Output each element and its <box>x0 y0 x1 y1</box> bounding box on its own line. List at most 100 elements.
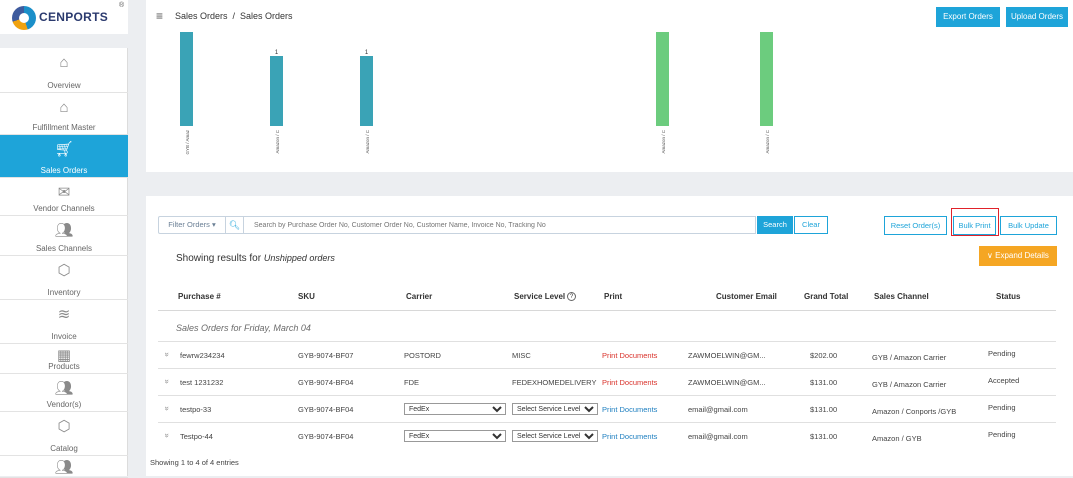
print-documents-link[interactable]: Print Documents <box>602 351 658 360</box>
service-level-select[interactable]: Select Service Level <box>512 403 598 415</box>
chart-category-label: Amazon / C <box>275 129 280 153</box>
results-filter: Unshipped orders <box>263 253 335 263</box>
expand-row-chevron-icon[interactable]: » <box>162 379 172 384</box>
sidebar-item-products[interactable]: ▦ Products <box>0 344 128 374</box>
chart-bar[interactable] <box>656 32 669 126</box>
status-badge: Pending <box>988 403 1016 412</box>
cart-icon: 🛒︎ <box>54 141 74 158</box>
hamburger-menu-icon[interactable]: ≡ <box>156 9 164 23</box>
grand-total: $202.00 <box>810 351 838 360</box>
chart-bar[interactable] <box>270 56 283 126</box>
bulk-print-highlight <box>951 208 999 236</box>
table-header-divider <box>158 310 1056 311</box>
customer-email: email@gmail.com <box>688 432 748 441</box>
export-orders-button[interactable]: Export Orders <box>936 7 1000 27</box>
chart-category-label: GYB / Amaz <box>185 129 190 154</box>
sidebar-item-invoice[interactable]: ≋ Invoice <box>0 300 128 344</box>
bulk-print-button[interactable]: Bulk Print <box>953 216 996 235</box>
sidebar: CENPORTS ® ⌂ Overview ⌂ Fulfillment Master 🛒… <box>0 0 128 478</box>
service-level-select[interactable]: Select Service Level <box>512 430 598 442</box>
carrier-select[interactable]: FedEx <box>404 430 506 442</box>
column-header[interactable]: Grand Total <box>804 292 849 301</box>
customer-email: ZAWMOELWIN@GM... <box>688 351 766 360</box>
box-icon: ⬡ <box>57 418 71 435</box>
expand-row-chevron-icon[interactable]: » <box>162 406 172 411</box>
sidebar-item-label: Vendor(s) <box>46 400 82 409</box>
sales-channel: Amazon / GYB <box>872 434 922 443</box>
status-badge: Accepted <box>988 376 1020 385</box>
sidebar-item-label: Overview <box>47 81 81 90</box>
column-header[interactable]: Carrier <box>406 292 433 301</box>
column-header[interactable]: Purchase # <box>178 292 221 301</box>
customer-email: ZAWMOELWIN@GM... <box>688 378 766 387</box>
inbox-icon: ✉ <box>57 184 71 201</box>
sidebar-item-fulfillment-master[interactable]: ⌂ Fulfillment Master <box>0 93 128 135</box>
sidebar-item-sales-orders[interactable]: 🛒︎ Sales Orders <box>0 135 128 178</box>
print-documents-link[interactable]: Print Documents <box>602 378 658 387</box>
breadcrumb: Sales Orders / Sales Orders <box>175 11 293 21</box>
layers-icon: ≋ <box>57 306 71 323</box>
sidebar-item-inventory[interactable]: ⬡ Inventory <box>0 256 128 300</box>
table-row[interactable]: » Testpo-44 GYB-9074-BF04 FedEx Select Servi… <box>158 422 1056 449</box>
sidebar-item-label: Inventory <box>47 288 81 297</box>
box-icon: ⬡ <box>57 262 71 279</box>
users-icon: 👥︎ <box>54 222 74 239</box>
clear-button[interactable]: Clear <box>794 216 828 234</box>
carrier: POSTORD <box>404 351 441 360</box>
chart-bar[interactable] <box>760 32 773 126</box>
customer-email: email@gmail.com <box>688 405 748 414</box>
sidebar-item-label: Fulfillment Master <box>32 123 96 132</box>
home-icon: ⌂ <box>59 99 69 116</box>
search-button[interactable]: Search <box>757 216 793 234</box>
status-badge: Pending <box>988 430 1016 439</box>
logo-mark-icon <box>12 6 36 30</box>
chart-bar[interactable] <box>180 32 193 126</box>
chart-category-label: Amazon / C <box>765 129 770 153</box>
grid-icon: ▦ <box>56 347 72 364</box>
orders-chart-svg: GYB / Amaz 1 Amazon / C 1 Amazon / C Amazon /… <box>180 32 773 155</box>
help-icon[interactable]: ? <box>567 292 576 301</box>
column-header[interactable]: Sales Channel <box>874 292 929 301</box>
sidebar-item-label: Products <box>48 362 80 371</box>
column-header[interactable]: SKU <box>298 292 315 301</box>
expand-details-button[interactable]: ∨ Expand Details <box>979 246 1057 266</box>
reset-orders-button[interactable]: Reset Order(s) <box>884 216 947 235</box>
sidebar-item-vendor-s[interactable]: 👥︎ Vendor(s) <box>0 374 128 412</box>
column-header[interactable]: Print <box>604 292 623 301</box>
group-title: Sales Orders for Friday, March 04 <box>176 323 311 333</box>
results-summary: Showing results for Unshipped orders <box>176 253 335 264</box>
expand-row-chevron-icon[interactable]: » <box>162 433 172 438</box>
chart-bar[interactable] <box>360 56 373 126</box>
users-icon: 👥︎ <box>54 380 74 397</box>
sidebar-item-sales-channels[interactable]: 👥︎ Sales Channels <box>0 216 128 256</box>
filter-orders-dropdown[interactable]: Filter Orders ▾ <box>158 216 226 234</box>
expand-details-label: Expand Details <box>995 251 1049 260</box>
table-row[interactable]: » testpo-33 GYB-9074-BF04 FedEx Select Servi… <box>158 395 1056 422</box>
sku: GYB-9074-BF04 <box>298 405 354 414</box>
sidebar-item-catalog[interactable]: ⬡ Catalog <box>0 412 128 456</box>
sidebar-item-more[interactable]: 👥︎ <box>0 456 128 478</box>
sidebar-item-overview[interactable]: ⌂ Overview <box>0 48 128 93</box>
sidebar-item-vendor-channels[interactable]: ✉ Vendor Channels <box>0 178 128 216</box>
logo[interactable]: CENPORTS ® <box>0 0 128 34</box>
grand-total: $131.00 <box>810 432 838 441</box>
table-row[interactable]: » fewrw234234 GYB-9074-BF07 POSTORD MISC Prin… <box>158 341 1056 368</box>
registered-mark: ® <box>119 2 125 9</box>
search-icon[interactable]: 🔍︎ <box>226 216 244 234</box>
sku: GYB-9074-BF07 <box>298 351 354 360</box>
purchase-number: Testpo-44 <box>180 432 213 441</box>
table-row[interactable]: » test 1231232 GYB-9074-BF04 FDE FEDEXHOMEDE… <box>158 368 1056 395</box>
sidebar-item-label: Sales Channels <box>35 244 93 253</box>
sidebar-item-label: Sales Orders <box>40 166 88 175</box>
service-level: MISC <box>512 351 531 360</box>
bulk-update-button[interactable]: Bulk Update <box>1000 216 1057 235</box>
search-input[interactable] <box>244 216 756 234</box>
column-header[interactable]: Status <box>996 292 1021 301</box>
carrier-select[interactable]: FedEx <box>404 403 506 415</box>
expand-row-chevron-icon[interactable]: » <box>162 352 172 357</box>
print-documents-link[interactable]: Print Documents <box>602 405 658 414</box>
column-header[interactable]: Service Level <box>514 292 566 301</box>
column-header[interactable]: Customer Email <box>716 292 777 301</box>
upload-orders-button[interactable]: Upload Orders <box>1006 7 1068 27</box>
print-documents-link[interactable]: Print Documents <box>602 432 658 441</box>
